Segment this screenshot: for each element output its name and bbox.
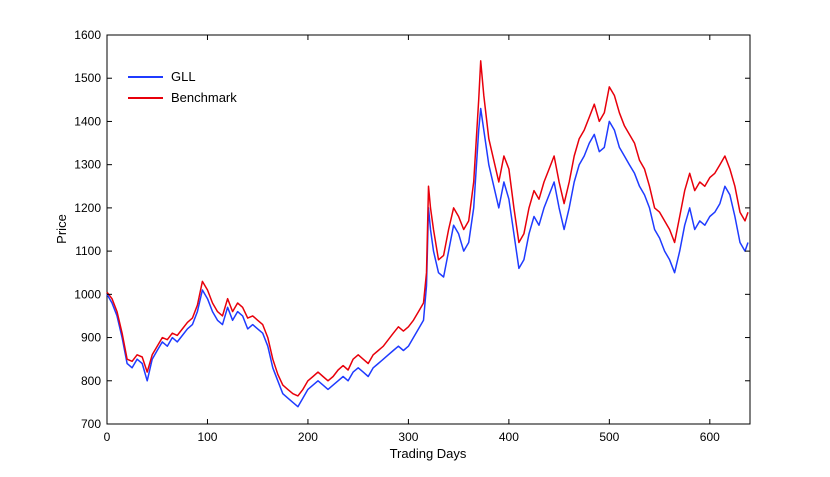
- y-tick-label-1100: 1100: [75, 244, 101, 258]
- y-tick-label-1500: 1500: [74, 71, 101, 85]
- series-layer: [106, 60, 749, 408]
- y-tick-label-1400: 1400: [74, 114, 101, 128]
- y-tick-label-700: 700: [81, 417, 101, 431]
- x-axis-label: Trading Days: [390, 446, 467, 461]
- legend-label-gll: GLL: [171, 69, 196, 84]
- legend: GLL Benchmark: [118, 65, 250, 107]
- y-tick-label-1300: 1300: [74, 158, 101, 172]
- y-tick-label-800: 800: [81, 374, 101, 388]
- y-tick-label-1200: 1200: [74, 201, 101, 215]
- x-tick-label-300: 300: [398, 430, 418, 444]
- x-tick-label-100: 100: [197, 430, 217, 444]
- x-tick-label-400: 400: [499, 430, 519, 444]
- series-line-gll: [106, 107, 749, 408]
- x-tick-label-0: 0: [104, 430, 111, 444]
- x-tick-label-600: 600: [700, 430, 720, 444]
- x-tick-label-200: 200: [298, 430, 318, 444]
- x-tick-label-500: 500: [599, 430, 619, 444]
- legend-label-benchmark: Benchmark: [171, 90, 237, 105]
- series-line-benchmark: [106, 60, 749, 397]
- y-tick-label-1600: 1600: [74, 28, 101, 42]
- ticks-layer: 0 100 200 300 400 500 600 700 800 900 1000 1100 1200…: [74, 28, 750, 444]
- y-axis-label: Price: [54, 214, 69, 244]
- y-tick-label-1000: 1000: [74, 287, 101, 301]
- y-tick-label-900: 900: [81, 331, 101, 345]
- legend-box: [118, 65, 250, 107]
